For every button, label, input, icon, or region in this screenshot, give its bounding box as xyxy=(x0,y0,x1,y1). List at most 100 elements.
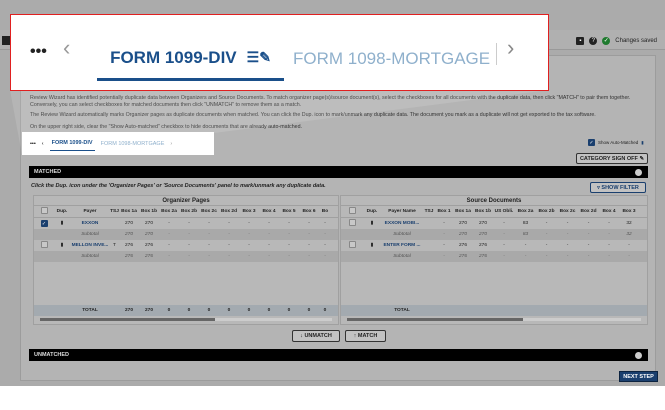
category-sign-off-button[interactable]: CATEGORY SIGN OFF ✎ xyxy=(576,153,648,164)
row-checkbox[interactable] xyxy=(348,207,356,214)
tab-form-1098-mortgage[interactable]: FORM 1098-MORTGAGE xyxy=(293,37,490,81)
row-checkbox[interactable]: ✓ xyxy=(40,220,48,227)
duplicate-icon[interactable]: ▮ xyxy=(370,243,374,248)
table-cell: - xyxy=(288,254,290,259)
row-checkbox[interactable] xyxy=(348,241,356,248)
table-cell: - xyxy=(228,232,230,237)
duplicate-icon[interactable]: ▮ xyxy=(60,243,64,248)
checkbox-cell xyxy=(34,207,54,216)
match-button[interactable]: ↑ MATCH xyxy=(345,330,386,342)
table-row: ▮ ENTER FORM ... - 276 276 - - - - - - - xyxy=(341,240,647,251)
table-cell: - xyxy=(248,221,250,226)
table-cell: 270 xyxy=(144,308,153,313)
table-cell: - xyxy=(524,254,527,259)
edit-list-icon: ☰✎ xyxy=(246,49,271,65)
source-documents-title: Source Documents xyxy=(341,196,647,206)
help-icon[interactable]: ? xyxy=(589,37,598,45)
table-cell: - xyxy=(188,221,190,226)
duplicate-icon[interactable]: ▮ xyxy=(60,221,64,226)
payer-link[interactable]: MELLON INVE... xyxy=(71,243,109,248)
show-auto-matched-checkbox[interactable]: ✓ xyxy=(588,139,595,146)
table-cell: Box 3 xyxy=(622,209,636,214)
row-checkbox[interactable] xyxy=(40,207,48,214)
comment-icon[interactable]: ▪ xyxy=(576,37,585,45)
table-cell: Dup. xyxy=(366,209,378,214)
table-cell: Box 4 xyxy=(262,209,276,214)
table-cell: - xyxy=(608,232,610,237)
unmatched-section-header[interactable]: UNMATCHED xyxy=(29,349,648,361)
sign-off-icon: ✎ xyxy=(639,155,645,162)
table-cell: 83 xyxy=(522,232,529,237)
table-cell: 0 xyxy=(267,308,271,313)
matched-section-header[interactable]: MATCHED xyxy=(29,166,648,178)
subtotal-row: Subtotal - 270 270 - 83 - - - - 32 xyxy=(341,229,647,240)
table-cell: - xyxy=(168,221,170,226)
organizer-pages-table: Organizer Pages Dup. Payer TSJ Box 1a Box 1b… xyxy=(33,195,339,325)
instruction-paragraph: Review Wizard has identified potentially… xyxy=(30,95,631,108)
unmatch-button[interactable]: ↓ UNMATCH xyxy=(292,330,340,342)
table-cell: Box 2a xyxy=(517,209,534,214)
horizontal-scrollbar[interactable] xyxy=(347,318,641,321)
table-cell: - xyxy=(288,221,290,226)
table-cell: - xyxy=(503,243,505,248)
more-icon[interactable]: ••• xyxy=(30,43,47,60)
tab-form-1098-mortgage[interactable]: FORM 1098-MORTGAGE xyxy=(100,140,165,147)
app-logo xyxy=(2,36,10,45)
table-cell: TOTAL xyxy=(82,308,98,313)
payer-link[interactable]: EXXON xyxy=(81,221,99,226)
payer-link[interactable]: EXXON MOBI... xyxy=(384,221,420,226)
table-cell: - xyxy=(324,243,326,248)
table-cell: - xyxy=(308,254,310,259)
table-cell: - xyxy=(188,243,190,248)
payer-link[interactable]: ENTER FORM ... xyxy=(383,243,421,248)
show-filter-label: SHOW FILTER xyxy=(601,184,639,191)
checkbox-cell: ✓ xyxy=(34,220,54,227)
table-cell: 270 xyxy=(144,221,153,226)
tab-divider xyxy=(496,43,497,65)
table-cell: - xyxy=(248,254,250,259)
duplicate-icon[interactable]: ▮ xyxy=(370,221,374,226)
show-auto-matched-label: Show Auto-Matched xyxy=(598,140,639,145)
table-cell: - xyxy=(587,254,590,259)
row-checkbox[interactable] xyxy=(348,219,356,226)
table-cell: 270 xyxy=(124,221,133,226)
table-cell: 270 xyxy=(478,221,487,226)
table-row: ✓ ▮ EXXON 270 270 - - - - - - - - - xyxy=(34,218,338,229)
chevron-right-icon[interactable]: › xyxy=(170,140,173,147)
chevron-left-icon[interactable]: ‹ xyxy=(63,35,71,60)
expand-icon[interactable] xyxy=(635,351,642,359)
table-cell: US Obli. xyxy=(494,209,514,214)
form-tabs: ••• ‹ FORM 1099-DIV FORM 1098-MORTGAGE › xyxy=(22,132,214,155)
table-cell: TSJ xyxy=(424,209,434,214)
table-cell: - xyxy=(308,243,310,248)
table-cell: - xyxy=(443,254,445,259)
tab-form-1099-div[interactable]: FORM 1099-DIV xyxy=(49,136,95,151)
changes-saved-status: Changes saved xyxy=(615,38,657,44)
table-cell: 276 xyxy=(144,254,153,259)
table-cell: Payer Name xyxy=(388,209,416,214)
row-checkbox[interactable] xyxy=(40,241,48,248)
table-cell: - xyxy=(524,243,527,248)
table-cell: - xyxy=(503,221,505,226)
show-filter-button[interactable]: ▿ SHOW FILTER xyxy=(590,182,646,193)
table-cell: - xyxy=(208,232,210,237)
chevron-right-icon[interactable]: › xyxy=(507,35,515,60)
table-cell: - xyxy=(324,221,326,226)
table-cell: Payer xyxy=(83,209,97,214)
table-cell: Box 2b xyxy=(181,209,197,214)
tab-form-1099-div[interactable]: FORM 1099-DIV ☰✎ xyxy=(97,37,284,81)
show-auto-matched[interactable]: ✓ Show Auto-Matched ▮ xyxy=(588,139,644,146)
next-step-button[interactable]: NEXT STEP xyxy=(619,371,658,382)
table-cell: Box 1b xyxy=(141,209,157,214)
more-icon[interactable]: ••• xyxy=(30,140,36,147)
table-cell: - xyxy=(324,254,326,259)
table-cell: - xyxy=(443,221,445,226)
table-cell: 276 xyxy=(124,243,133,248)
chevron-left-icon[interactable]: ‹ xyxy=(41,140,44,147)
collapse-icon[interactable] xyxy=(635,168,642,176)
table-cell: 276 xyxy=(458,254,467,259)
table-cell: T xyxy=(113,243,116,248)
table-cell: - xyxy=(308,232,310,237)
table-cell: 276 xyxy=(124,254,133,259)
horizontal-scrollbar[interactable] xyxy=(40,318,332,321)
